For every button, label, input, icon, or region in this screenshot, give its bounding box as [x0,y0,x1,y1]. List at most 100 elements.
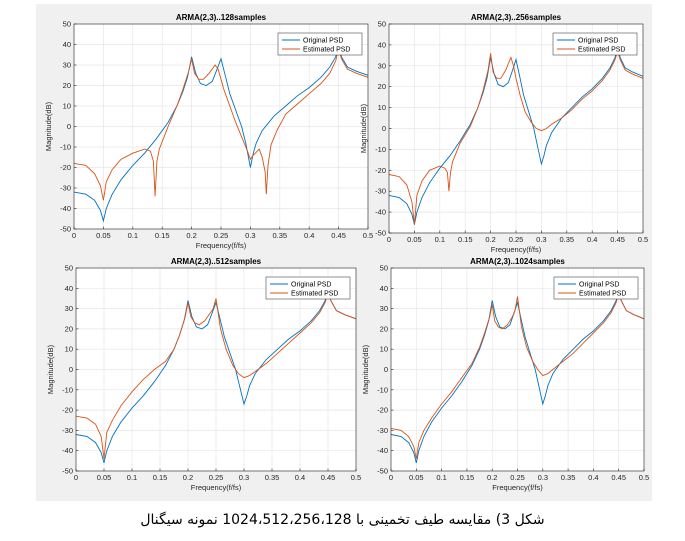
x-tick-label: 0.35 [559,235,574,244]
x-tick-label: 0.35 [561,473,576,482]
y-tick-label: -40 [375,208,386,217]
y-tick-label: -50 [60,225,71,234]
y-tick-label: -20 [62,406,73,415]
y-tick-label: 40 [378,40,386,49]
x-tick-label: 0.15 [155,231,170,240]
x-axis-label: Frequency(f/fs) [491,245,542,254]
x-tick-label: 0.05 [407,235,422,244]
x-tick-label: 0.5 [638,235,648,244]
y-tick-label: 20 [380,324,388,333]
x-tick-label: 0.25 [510,473,525,482]
chart-title: ARMA(2,3)..256samples [471,13,562,22]
x-tick-label: 0.3 [239,473,249,482]
x-tick-label: 0.1 [127,473,137,482]
y-tick-label: 30 [63,61,71,70]
y-tick-label: -50 [375,229,386,238]
x-tick-label: 0.4 [304,231,314,240]
x-tick-label: 0.4 [295,473,305,482]
y-tick-label: -30 [375,187,386,196]
x-tick-label: 0.4 [588,473,598,482]
chart-title: ARMA(2,3)..128samples [176,13,267,22]
y-tick-label: 40 [65,284,73,293]
y-tick-label: 10 [65,345,73,354]
figure-panel: 0 0.05 0.1 0.15 0.2 0.25 0.3 0.35 0.4 0.45 0.5 -50-… [36,4,652,501]
y-axis-label: Magnitude(dB) [359,103,368,153]
y-tick-label: 0 [69,365,73,374]
legend-label: Original PSD [579,282,619,289]
x-tick-label: 0.3 [538,473,548,482]
y-tick-label: 50 [380,264,388,273]
y-tick-label: -50 [377,467,388,476]
y-tick-label: 30 [380,304,388,313]
legend-label: Estimated PSD [579,291,626,298]
series-line-estimated [390,290,645,459]
figure-canvas: 0 0.05 0.1 0.15 0.2 0.25 0.3 0.35 0.4 0.45 0.5-50-… [44,13,649,492]
x-tick-label: 0 [72,231,76,240]
y-tick-label: 0 [382,124,386,133]
chart-3: 0 0.05 0.1 0.15 0.2 0.25 0.3 0.35 0.4 0.45 0.5 -50 -… [46,257,361,492]
legend: Original PSD Estimated PSD [265,276,351,300]
x-tick-label: 0.2 [186,231,196,240]
x-tick-label: 0.45 [331,231,346,240]
y-tick-label: 0 [384,365,388,374]
series-line-estimated [73,46,369,201]
x-tick-label: 0.25 [209,473,224,482]
y-tick-label: -30 [60,184,71,193]
y-tick-label: 50 [63,20,71,29]
chart-title: ARMA(2,3)..1024samples [470,257,565,266]
y-tick-label: 0 [67,122,71,131]
y-axis-label: Magnitude(dB) [361,344,370,394]
legend-label: Original PSD [578,38,618,45]
x-tick-label: 0.05 [96,231,111,240]
y-tick-label: -40 [62,446,73,455]
y-tick-label: -30 [377,426,388,435]
series-line-original [388,44,644,225]
legend-box [552,32,638,56]
y-tick-label: -10 [375,145,386,154]
y-tick-label: 10 [63,102,71,111]
x-tick-label: 0 [387,235,391,244]
x-tick-label: 0.25 [509,235,524,244]
x-tick-label: 0.05 [409,473,424,482]
y-tick-label: -50 [62,467,73,476]
y-tick-label: -20 [375,166,386,175]
series-line-estimated [75,290,357,459]
x-axis-label: Frequency(f/fs) [191,483,242,492]
x-tick-label: 0.5 [639,473,649,482]
legend-label: Original PSD [303,38,343,45]
x-tick-label: 0.15 [153,473,168,482]
x-tick-label: 0.35 [272,231,287,240]
y-tick-label: 40 [380,284,388,293]
x-axis-label: Frequency(f/fs) [492,483,543,492]
y-tick-label: 10 [378,103,386,112]
y-tick-label: -20 [60,163,71,172]
y-tick-label: 50 [65,264,73,273]
x-tick-label: 0.15 [460,473,475,482]
y-tick-label: -10 [377,385,388,394]
legend: Original PSD Estimated PSD [552,32,638,56]
chart-4: 0 0.05 0.1 0.15 0.2 0.25 0.3 0.35 0.4 0.45 0.5 -50 -… [361,257,649,492]
x-tick-label: 0.1 [435,235,445,244]
legend: Original PSD Estimated PSD [277,32,363,56]
y-tick-label: 10 [380,345,388,354]
x-tick-label: 0.35 [265,473,280,482]
x-tick-label: 0.5 [363,231,373,240]
x-tick-label: 0.45 [611,473,626,482]
x-tick-label: 0.3 [245,231,255,240]
y-axis-label: Magnitude(dB) [44,101,53,151]
x-tick-label: 0.1 [128,231,138,240]
y-tick-label: 30 [378,61,386,70]
legend-label: Original PSD [291,282,331,289]
x-tick-label: 0.2 [485,235,495,244]
series-line-estimated [388,49,644,225]
x-tick-label: 0.2 [183,473,193,482]
y-tick-label: 20 [65,324,73,333]
series-line-original [73,44,369,223]
y-tick-label: -30 [62,426,73,435]
y-axis-label: Magnitude(dB) [46,344,55,394]
series-line-original [390,288,645,464]
y-tick-label: -10 [62,385,73,394]
x-axis-label: Frequency(f/fs) [196,241,247,250]
series-line-original [75,288,357,464]
x-tick-label: 0.3 [536,235,546,244]
